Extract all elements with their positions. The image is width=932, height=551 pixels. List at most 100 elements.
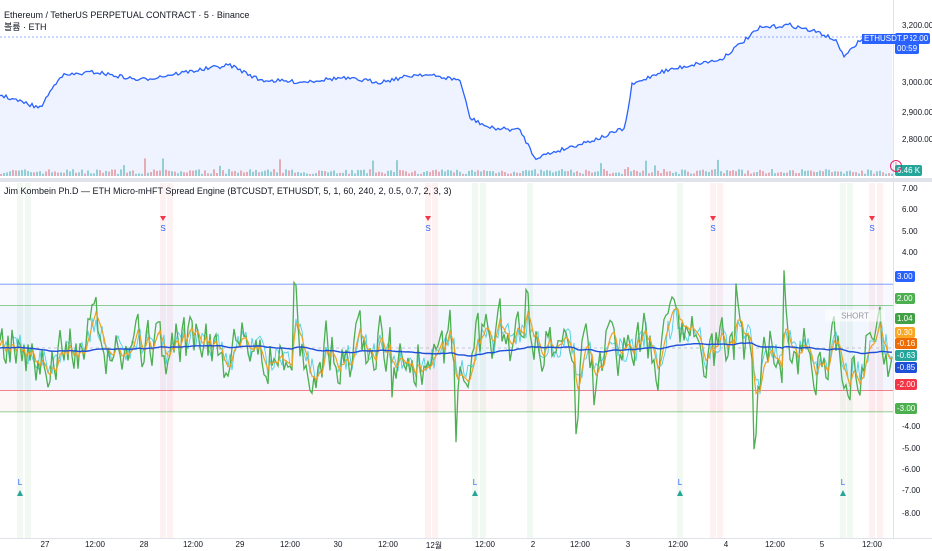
pane-separator[interactable] (0, 178, 932, 182)
volume-bar (678, 173, 680, 176)
short-signal-marker[interactable] (869, 216, 875, 221)
volume-bar (687, 171, 689, 176)
price-chart-pane[interactable]: Ethereum / TetherUS PERPETUAL CONTRACT ·… (0, 0, 893, 176)
volume-bar (444, 171, 446, 176)
volume-bar (51, 172, 53, 176)
indicator-pane[interactable]: S S S S L L L L SHORT Jim Kombein Ph.D — ETH Mic… (0, 183, 893, 538)
volume-bar (405, 171, 407, 176)
volume-bar (822, 171, 824, 176)
volume-bar (807, 170, 809, 176)
volume-bar (225, 173, 227, 176)
long-zone-band (480, 183, 486, 538)
volume-bar (150, 172, 152, 176)
volume-bar (750, 173, 752, 176)
volume-bar (60, 172, 62, 176)
short-signal-marker[interactable] (710, 216, 716, 221)
symbol-title[interactable]: Ethereum / TetherUS PERPETUAL CONTRACT ·… (4, 10, 250, 20)
time-axis-label: 12:00 (764, 540, 786, 549)
indicator-title[interactable]: Jim Kombein Ph.D — ETH Micro-mHFT Spread… (4, 186, 452, 196)
volume-bar (648, 173, 650, 176)
volume-bar (81, 169, 83, 176)
volume-bar (591, 172, 593, 176)
volume-bar (381, 172, 383, 176)
volume-bar (183, 172, 185, 176)
indicator-axis[interactable]: 7.00 6.00 5.00 4.00 -4.00 -5.00 -6.00 -7… (893, 182, 932, 538)
volume-bar (525, 170, 527, 176)
upper-zone-fill (0, 284, 893, 306)
volume-bar (300, 172, 302, 176)
time-axis[interactable]: 27 12:00 28 12:00 29 12:00 30 12:00 12월 12:00 2 12:… (0, 538, 932, 551)
volume-bar (477, 170, 479, 176)
time-axis-label: 3 (625, 540, 631, 549)
short-signal-marker[interactable] (425, 216, 431, 221)
volume-bar (69, 171, 71, 176)
volume-bar (339, 172, 341, 176)
volume-bar (717, 159, 719, 176)
volume-bar (378, 171, 380, 176)
volume-bar (384, 173, 386, 176)
long-zone-band (847, 183, 853, 538)
volume-bar (468, 170, 470, 176)
volume-bar (453, 172, 455, 176)
volume-bar (885, 173, 887, 176)
volume-bar (201, 173, 203, 176)
volume-bar (888, 172, 890, 176)
volume-bar (681, 169, 683, 176)
alert-icon[interactable]: ! (890, 160, 902, 172)
long-signal-label: L (473, 478, 478, 487)
volume-bar (813, 171, 815, 176)
short-signal-label: S (869, 224, 874, 233)
price-axis[interactable]: 3,200.00 3,000.00 2,900.00 2,800.00 3,16… (893, 0, 932, 178)
volume-bar (168, 170, 170, 176)
volume-bar (621, 173, 623, 176)
volume-bar (588, 170, 590, 176)
volume-bar (315, 173, 317, 176)
short-signal-marker[interactable] (160, 216, 166, 221)
volume-bar (231, 171, 233, 176)
volume-bar (237, 172, 239, 176)
volume-bar (663, 169, 665, 176)
volume-bar (792, 170, 794, 176)
volume-bar (21, 169, 23, 176)
price-tick: 2,800.00 (902, 135, 932, 144)
volume-bar (270, 171, 272, 176)
volume-badge: 6.46 K (895, 165, 923, 176)
volume-bar (486, 170, 488, 176)
long-signal-label: L (841, 478, 846, 487)
volume-bar (105, 170, 107, 176)
volume-bar (372, 160, 374, 176)
long-signal-marker[interactable] (840, 490, 846, 496)
volume-bar (552, 172, 554, 176)
volume-label[interactable]: 볼륨 · ETH (4, 22, 47, 32)
volume-bar (3, 172, 5, 176)
long-signal-marker[interactable] (472, 490, 478, 496)
long-signal-marker[interactable] (677, 490, 683, 496)
volume-bar (597, 171, 599, 176)
volume-bar (864, 173, 866, 176)
osc-tick: 4.00 (902, 248, 918, 257)
osc-tick: -6.00 (902, 465, 921, 474)
volume-bar (474, 171, 476, 176)
indicator-legend: Jim Kombein Ph.D — ETH Micro-mHFT Spread… (4, 185, 452, 197)
long-signal-marker[interactable] (17, 490, 23, 496)
time-axis-label: 4 (723, 540, 729, 549)
volume-bar (618, 172, 620, 176)
long-zone-band (677, 183, 683, 538)
short-zone-band (717, 183, 723, 538)
volume-bar (549, 170, 551, 176)
volume-bar (258, 172, 260, 176)
volume-bar (759, 169, 761, 176)
price-chart[interactable] (0, 0, 893, 176)
volume-bar (177, 173, 179, 176)
volume-bar (645, 160, 647, 176)
volume-bar (48, 169, 50, 176)
volume-bar (480, 171, 482, 176)
volume-bar (246, 171, 248, 176)
spread-indicator-chart[interactable]: S S S S L L L L SHORT (0, 183, 893, 538)
volume-bar (429, 171, 431, 176)
volume-bar (501, 170, 503, 176)
volume-bar (459, 171, 461, 176)
volume-bar (357, 169, 359, 176)
volume-bar (744, 173, 746, 176)
volume-bar (192, 170, 194, 176)
